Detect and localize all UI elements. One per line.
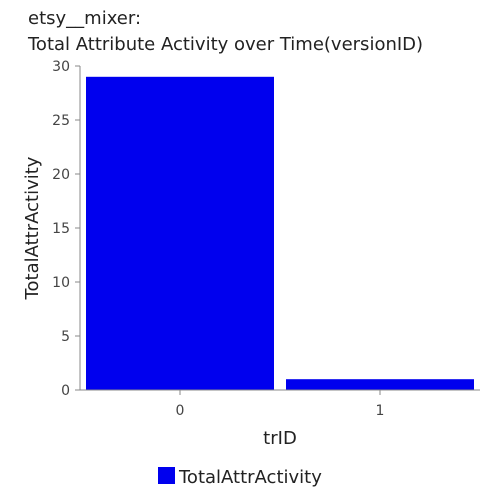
legend-swatch (158, 467, 175, 484)
y-tick-label: 10 (52, 275, 70, 291)
chart-subtitle: Total Attribute Activity over Time(versi… (27, 34, 423, 55)
y-tick-label: 5 (61, 329, 70, 345)
y-axis-label: TotalAttrActivity (22, 156, 43, 300)
chart-title: etsy__mixer: (28, 8, 141, 29)
bar-1 (286, 379, 474, 390)
bar-0 (86, 77, 274, 390)
y-tick-label: 25 (52, 113, 70, 129)
y-tick-label: 30 (52, 59, 70, 75)
x-axis-label: trID (263, 428, 297, 449)
y-tick-label: 0 (61, 383, 70, 399)
x-tick-label: 0 (176, 403, 185, 419)
legend-label: TotalAttrActivity (178, 467, 322, 488)
y-tick-label: 20 (52, 167, 70, 183)
x-tick-label: 1 (376, 403, 385, 419)
y-tick-label: 15 (52, 221, 70, 237)
